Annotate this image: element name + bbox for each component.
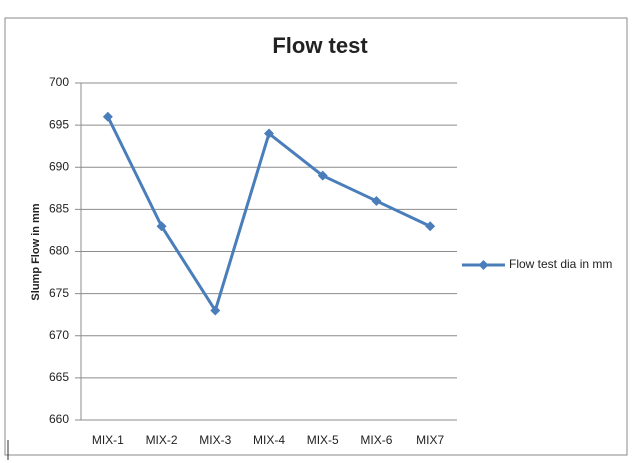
y-tick-label: 685 bbox=[49, 202, 69, 216]
y-tick-label: 695 bbox=[49, 117, 69, 131]
x-tick-label: MIX-5 bbox=[307, 433, 339, 447]
y-axis-label: Slump Flow in mm bbox=[30, 203, 42, 300]
chart-title: Flow test bbox=[272, 33, 368, 58]
legend-label: Flow test dia in mm bbox=[509, 257, 612, 271]
marker bbox=[317, 170, 328, 181]
y-tick-label: 665 bbox=[49, 370, 69, 384]
x-tick-label: MIX-1 bbox=[92, 433, 124, 447]
y-tick-label: 670 bbox=[49, 328, 69, 342]
y-tick-label: 700 bbox=[49, 75, 69, 89]
x-tick-label: MIX-3 bbox=[199, 433, 231, 447]
legend-marker bbox=[478, 260, 489, 270]
x-tick-label: MIX-4 bbox=[253, 433, 285, 447]
x-tick-label: MIX7 bbox=[416, 433, 444, 447]
chart-border bbox=[4, 17, 628, 456]
x-tick-label: MIX-6 bbox=[360, 433, 392, 447]
marker bbox=[264, 128, 274, 139]
y-tick-label: 675 bbox=[49, 286, 69, 300]
marker bbox=[102, 111, 113, 122]
marker bbox=[425, 221, 436, 232]
y-tick-label: 660 bbox=[49, 412, 69, 426]
x-tick-label: MIX-2 bbox=[146, 433, 178, 447]
marker bbox=[156, 221, 167, 232]
y-tick-label: 690 bbox=[49, 159, 69, 173]
marker bbox=[210, 305, 221, 316]
y-tick-label: 680 bbox=[49, 244, 69, 258]
marker bbox=[371, 195, 382, 206]
